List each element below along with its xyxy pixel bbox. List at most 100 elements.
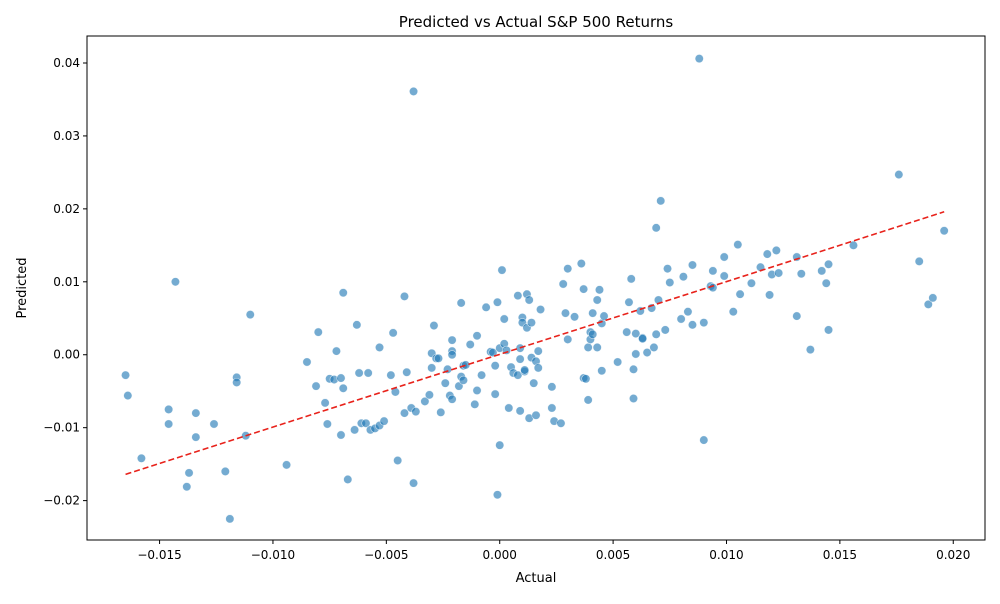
data-point: [393, 455, 403, 465]
data-point: [379, 416, 389, 426]
data-point: [746, 278, 756, 288]
data-point: [191, 408, 201, 418]
data-point: [492, 297, 502, 307]
data-point: [622, 327, 632, 337]
data-point: [411, 407, 421, 417]
data-point: [719, 271, 729, 281]
data-point: [824, 325, 834, 335]
data-point: [461, 360, 471, 370]
data-point: [699, 318, 709, 328]
data-point: [424, 390, 434, 400]
data-point: [433, 353, 443, 363]
data-point: [182, 482, 192, 492]
data-point: [352, 320, 362, 330]
data-point: [824, 259, 834, 269]
data-point: [515, 354, 525, 364]
data-point: [570, 312, 580, 322]
data-point: [533, 346, 543, 356]
data-point: [792, 252, 802, 262]
data-point: [928, 293, 938, 303]
data-point: [170, 277, 180, 287]
data-point: [939, 226, 949, 236]
data-point: [123, 391, 133, 401]
data-point: [499, 314, 509, 324]
data-point: [447, 335, 457, 345]
points-layer: [121, 54, 949, 524]
data-point: [719, 252, 729, 262]
data-point: [805, 345, 815, 355]
data-point: [533, 363, 543, 373]
fit-line: [125, 211, 945, 476]
data-point: [626, 274, 636, 284]
data-point: [513, 291, 523, 301]
data-point: [399, 408, 409, 418]
data-point: [547, 382, 557, 392]
data-point: [504, 403, 514, 413]
data-point: [774, 268, 784, 278]
data-point: [409, 478, 419, 488]
data-point: [220, 466, 230, 476]
data-point: [579, 284, 589, 294]
data-point: [624, 297, 634, 307]
x-tick-label: −0.005: [364, 548, 408, 562]
data-point: [765, 290, 775, 300]
data-point: [427, 363, 437, 373]
x-tick-label: −0.010: [251, 548, 295, 562]
data-point: [492, 490, 502, 500]
data-point: [388, 328, 398, 338]
x-tick-label: 0.015: [823, 548, 857, 562]
data-point: [465, 340, 475, 350]
data-point: [558, 279, 568, 289]
data-point: [894, 170, 904, 180]
data-point: [649, 342, 659, 352]
y-tick-label: −0.02: [43, 494, 80, 508]
data-point: [184, 468, 194, 478]
data-point: [436, 407, 446, 417]
data-point: [914, 256, 924, 266]
data-point: [642, 348, 652, 358]
data-point: [708, 266, 718, 276]
data-point: [354, 368, 364, 378]
data-point: [821, 278, 831, 288]
data-point: [663, 264, 673, 274]
data-point: [164, 404, 174, 414]
data-point: [331, 346, 341, 356]
data-point: [429, 321, 439, 331]
data-point: [563, 334, 573, 344]
data-point: [232, 377, 242, 387]
data-point: [592, 295, 602, 305]
y-axis-ticks: −0.02 −0.01 0.00 0.01 0.02 0.03 0.04: [43, 56, 87, 508]
data-point: [687, 260, 697, 270]
data-point: [245, 310, 255, 320]
data-point: [547, 403, 557, 413]
data-point: [771, 245, 781, 255]
data-point: [409, 86, 419, 96]
data-point: [651, 223, 661, 233]
data-point: [209, 419, 219, 429]
data-point: [524, 295, 534, 305]
y-tick-label: 0.00: [53, 348, 80, 362]
data-point: [386, 370, 396, 380]
data-point: [343, 474, 353, 484]
data-point: [350, 425, 360, 435]
data-point: [638, 334, 648, 344]
data-point: [447, 394, 457, 404]
data-point: [597, 366, 607, 376]
data-point: [477, 370, 487, 380]
data-point: [336, 430, 346, 440]
data-point: [656, 196, 666, 206]
x-axis-label: Actual: [516, 571, 557, 586]
x-tick-label: 0.000: [483, 548, 517, 562]
data-point: [136, 453, 146, 463]
y-tick-label: 0.02: [53, 202, 80, 216]
data-point: [520, 365, 530, 375]
data-point: [526, 318, 536, 328]
x-tick-label: 0.010: [709, 548, 743, 562]
x-tick-label: 0.020: [936, 548, 970, 562]
data-point: [583, 395, 593, 405]
data-point: [629, 393, 639, 403]
y-axis-label: Predicted: [15, 257, 30, 318]
data-point: [490, 389, 500, 399]
data-point: [495, 440, 505, 450]
